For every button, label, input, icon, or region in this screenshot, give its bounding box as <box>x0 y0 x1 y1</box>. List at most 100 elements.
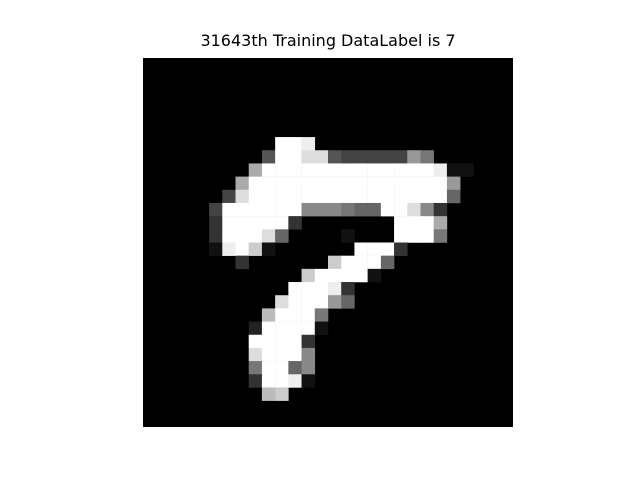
digit-pixel-grid <box>209 137 474 401</box>
digit-pixel <box>420 163 434 177</box>
digit-pixel <box>354 242 368 256</box>
digit-pixel <box>354 163 368 177</box>
digit-pixel <box>394 216 408 230</box>
digit-pixel <box>380 242 395 256</box>
digit-pixel <box>433 202 448 217</box>
digit-pixel <box>301 295 316 309</box>
digit-pixel <box>407 189 421 204</box>
digit-image <box>143 58 513 427</box>
digit-pixel <box>328 268 342 283</box>
digit-pixel <box>328 176 342 191</box>
digit-pixel <box>301 150 316 164</box>
digit-pixel <box>261 321 276 336</box>
digit-pixel <box>380 255 395 270</box>
digit-pixel <box>275 361 289 375</box>
digit-pixel <box>420 150 434 164</box>
digit-pixel <box>275 321 289 336</box>
digit-pixel <box>394 189 408 204</box>
digit-pixel <box>248 216 263 230</box>
digit-pixel <box>301 202 316 217</box>
digit-pixel <box>394 202 408 217</box>
digit-pixel <box>367 255 382 270</box>
digit-pixel <box>301 176 316 191</box>
digit-pixel <box>354 268 368 283</box>
digit-pixel <box>407 150 421 164</box>
digit-pixel <box>301 374 316 388</box>
digit-pixel <box>275 229 289 243</box>
digit-pixel <box>380 150 395 164</box>
digit-pixel <box>222 202 236 217</box>
digit-pixel <box>433 163 448 177</box>
digit-pixel <box>222 189 236 204</box>
digit-pixel <box>261 374 276 388</box>
digit-pixel <box>222 216 236 230</box>
digit-pixel <box>235 255 249 270</box>
digit-pixel <box>380 176 395 191</box>
digit-pixel <box>354 150 368 164</box>
digit-pixel <box>420 216 434 230</box>
digit-pixel <box>275 189 289 204</box>
digit-pixel <box>235 216 249 230</box>
digit-pixel <box>261 387 276 401</box>
digit-pixel <box>288 308 302 322</box>
digit-pixel <box>209 202 223 217</box>
digit-pixel <box>354 176 368 191</box>
digit-pixel <box>314 282 329 296</box>
digit-pixel <box>328 295 342 309</box>
digit-pixel <box>301 137 316 151</box>
digit-pixel <box>367 163 382 177</box>
digit-pixel <box>446 189 461 204</box>
digit-pixel <box>433 176 448 191</box>
digit-pixel <box>314 321 329 336</box>
digit-pixel <box>328 282 342 296</box>
digit-pixel <box>275 216 289 230</box>
digit-pixel <box>380 163 395 177</box>
digit-pixel <box>248 176 263 191</box>
digit-pixel <box>394 150 408 164</box>
digit-pixel <box>354 202 368 217</box>
digit-pixel <box>248 334 263 349</box>
figure-title: 31643th Training DataLabel is 7 <box>200 31 456 50</box>
digit-pixel <box>380 202 395 217</box>
digit-pixel <box>288 163 302 177</box>
digit-pixel <box>235 202 249 217</box>
digit-pixel <box>275 308 289 322</box>
digit-pixel <box>407 216 421 230</box>
digit-pixel <box>367 268 382 283</box>
digit-pixel <box>341 150 355 164</box>
digit-pixel <box>288 374 302 388</box>
digit-pixel <box>367 176 382 191</box>
digit-pixel <box>261 229 276 243</box>
digit-pixel <box>314 268 329 283</box>
digit-pixel <box>261 216 276 230</box>
digit-pixel <box>222 229 236 243</box>
digit-pixel <box>380 189 395 204</box>
digit-pixel <box>314 189 329 204</box>
digit-pixel <box>301 361 316 375</box>
digit-pixel <box>261 334 276 349</box>
digit-pixel <box>209 242 223 256</box>
digit-pixel <box>394 242 408 256</box>
digit-pixel <box>314 163 329 177</box>
digit-pixel <box>261 163 276 177</box>
digit-pixel <box>314 202 329 217</box>
digit-pixel <box>407 163 421 177</box>
digit-pixel <box>301 282 316 296</box>
digit-pixel <box>275 176 289 191</box>
digit-pixel <box>248 202 263 217</box>
digit-pixel <box>275 387 289 401</box>
digit-pixel <box>222 242 236 256</box>
digit-pixel <box>301 163 316 177</box>
digit-pixel <box>248 163 263 177</box>
digit-pixel <box>288 321 302 336</box>
digit-pixel <box>248 242 263 256</box>
digit-pixel <box>261 176 276 191</box>
digit-pixel <box>367 189 382 204</box>
digit-pixel <box>275 150 289 164</box>
digit-pixel <box>288 361 302 375</box>
digit-pixel <box>328 163 342 177</box>
digit-pixel <box>367 202 382 217</box>
digit-pixel <box>275 334 289 349</box>
digit-pixel <box>433 229 448 243</box>
digit-pixel <box>248 189 263 204</box>
